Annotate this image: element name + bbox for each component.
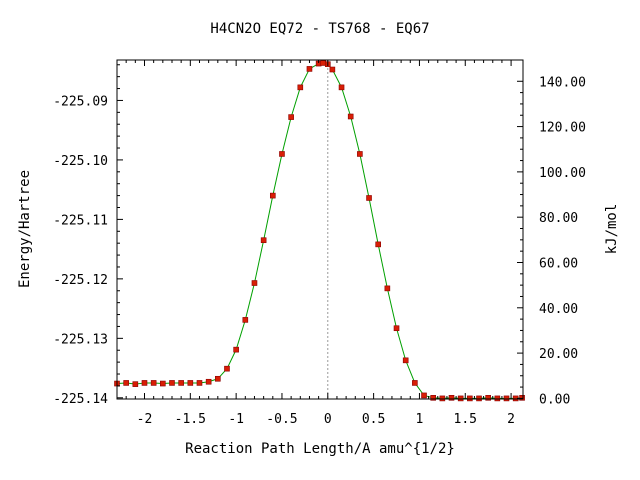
x-tick-label: 1.5 <box>454 412 477 427</box>
x-tick-label: 2 <box>507 412 515 427</box>
right-tick-label: 140.00 <box>539 75 586 90</box>
axis-ticks <box>116 60 523 399</box>
data-point <box>421 392 427 399</box>
right-tick-label: 0.00 <box>539 392 570 407</box>
data-point <box>329 66 336 73</box>
x-axis-title: Reaction Path Length/A amu^{1/2} <box>185 441 455 457</box>
data-point <box>393 325 400 332</box>
data-point <box>233 346 239 353</box>
data-point <box>439 395 446 402</box>
data-point <box>320 60 327 66</box>
data-point <box>160 380 166 387</box>
data-point <box>338 84 345 91</box>
data-point <box>132 381 139 387</box>
right-axis-title: kJ/mol <box>604 204 620 255</box>
x-tick-label: 1 <box>416 412 424 427</box>
y-tick-label: -225.10 <box>53 154 108 169</box>
data-point <box>260 237 267 244</box>
data-point <box>224 365 230 372</box>
data-point <box>347 113 354 120</box>
data-point <box>196 380 203 386</box>
plot-area <box>114 60 525 402</box>
data-point <box>123 380 129 386</box>
chart-title: H4CN2O EQ72 - TS768 - EQ67 <box>210 21 429 37</box>
data-point <box>494 395 501 402</box>
data-point <box>485 395 491 401</box>
data-point <box>215 375 221 382</box>
data-point <box>375 241 382 248</box>
data-point <box>402 357 409 364</box>
data-point <box>297 84 304 91</box>
data-point <box>476 395 482 402</box>
data-point <box>288 114 294 120</box>
right-tick-label: 20.00 <box>539 347 578 362</box>
x-tick-label: -1 <box>228 412 244 427</box>
tick-labels: -2 -1.5 -1 -0.5 0 0.5 1 1.5 2 -225.09 -225.10 -225.… <box>53 75 586 427</box>
y-tick-label: -225.11 <box>53 213 108 228</box>
right-tick-label: 40.00 <box>539 302 578 317</box>
data-point <box>279 151 285 157</box>
data-point <box>366 195 372 201</box>
y-tick-label: -225.14 <box>53 392 108 407</box>
right-tick-label: 60.00 <box>539 256 578 271</box>
data-point <box>448 395 455 401</box>
data-point <box>251 280 258 286</box>
data-point <box>467 395 473 402</box>
data-point <box>205 378 212 385</box>
data-point <box>306 66 313 72</box>
x-tick-label: 0.5 <box>362 412 385 427</box>
right-tick-label: 100.00 <box>539 166 586 181</box>
data-point <box>242 317 249 323</box>
x-tick-label: -0.5 <box>266 412 297 427</box>
right-tick-label: 80.00 <box>539 211 578 226</box>
data-point <box>141 380 148 386</box>
data-point <box>503 395 510 402</box>
x-tick-label: -1.5 <box>175 412 206 427</box>
series-line <box>116 62 523 399</box>
y-tick-label: -225.12 <box>53 273 108 288</box>
x-tick-label: 0 <box>324 412 332 427</box>
data-point <box>519 395 525 401</box>
data-point <box>412 380 418 386</box>
right-tick-label: 120.00 <box>539 121 586 136</box>
data-point <box>430 395 436 401</box>
data-point <box>269 192 276 199</box>
y-axis-title: Energy/Hartree <box>17 170 33 288</box>
data-point <box>357 151 363 157</box>
data-point <box>187 380 194 386</box>
data-point <box>457 395 464 402</box>
data-point <box>169 380 175 386</box>
y-tick-label: -225.13 <box>53 332 108 347</box>
plot-frame <box>116 59 524 400</box>
y-tick-label: -225.09 <box>53 94 108 109</box>
x-tick-label: -2 <box>137 412 153 427</box>
data-point <box>178 380 184 386</box>
data-point <box>384 285 391 292</box>
data-point <box>150 380 157 386</box>
